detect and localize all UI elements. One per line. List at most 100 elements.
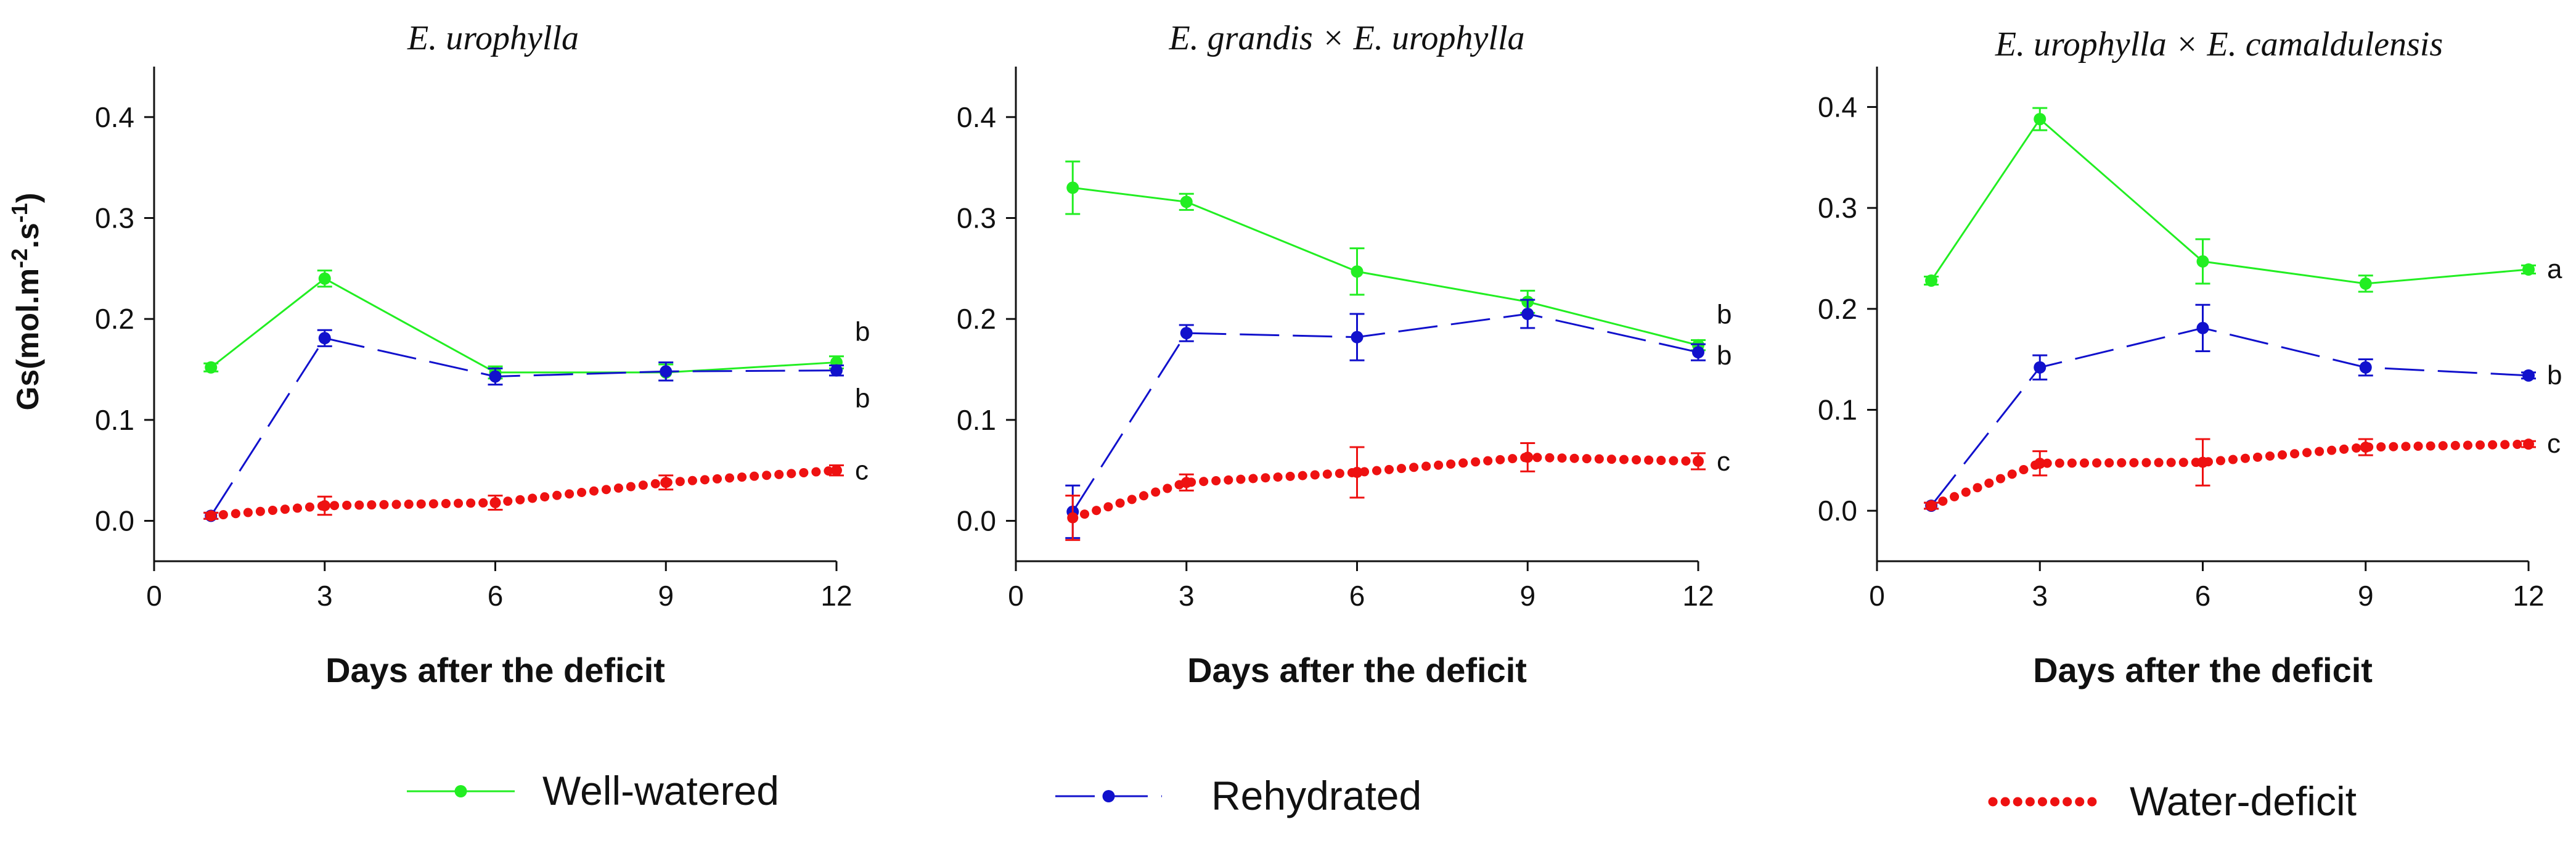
data-point: [489, 497, 501, 509]
data-point: [1925, 274, 1938, 287]
data-point: [660, 477, 672, 488]
significance-letter: a: [2547, 254, 2562, 284]
series-well-watered: a: [1924, 107, 2562, 293]
x-tick-label: 0: [146, 580, 162, 612]
legend-item-well-watered: Well-watered: [407, 768, 779, 813]
data-point: [2034, 113, 2046, 126]
x-tick-label: 3: [1179, 580, 1195, 612]
legend-marker: [1102, 790, 1115, 802]
y-tick-label: 0.3: [1818, 192, 1857, 224]
legend-label: Water-deficit: [2130, 778, 2357, 824]
series-line: [210, 337, 837, 517]
x-tick-label: 9: [2358, 580, 2374, 612]
data-point: [2522, 369, 2535, 382]
data-point: [2359, 277, 2372, 290]
series-water-deficit: c: [203, 456, 869, 522]
y-tick-label: 0.0: [95, 505, 134, 537]
x-tick-label: 6: [488, 580, 504, 612]
y-tick-label: 0.4: [957, 101, 996, 133]
y-tick-label: 0.1: [95, 404, 134, 436]
y-tick-label: 0.3: [957, 202, 996, 234]
series-rehydrated: b: [203, 329, 870, 522]
y-tick-label: 0.4: [1818, 91, 1857, 123]
series-water-deficit: c: [1065, 442, 1730, 541]
data-point: [660, 365, 673, 378]
data-point: [1692, 346, 1704, 359]
y-tick-label: 0.3: [95, 202, 134, 234]
series-well-watered: b: [203, 270, 870, 382]
data-point: [2360, 442, 2371, 453]
significance-letter: b: [855, 317, 870, 347]
chart-panel-3: E. urophylla × E. camaldulensis 0.0 0.1 0.2…: [1818, 25, 2562, 690]
data-point: [318, 332, 331, 345]
y-tick-label: 0.2: [957, 303, 996, 335]
series-rehydrated: b: [1065, 298, 1732, 539]
data-point: [319, 500, 330, 511]
series-line: [1926, 439, 2533, 511]
chart-title: E. urophylla: [407, 19, 579, 57]
x-axis-label: Days after the deficit: [325, 651, 665, 690]
x-tick-label: 9: [658, 580, 674, 612]
data-point: [1067, 512, 1079, 524]
x-tick-label: 3: [317, 580, 333, 612]
chart-panel-2: E. grandis × E. urophylla 0.0 0.1 0.2 0.3 0.4…: [957, 19, 1732, 690]
data-point: [2034, 458, 2046, 469]
series-line: [1068, 452, 1703, 523]
data-point: [205, 510, 217, 522]
data-point: [1693, 455, 1704, 467]
data-point: [1180, 196, 1193, 208]
legend-marker: [454, 785, 467, 797]
y-tick-label: 0.1: [957, 404, 996, 436]
y-tick-label: 0.1: [1818, 393, 1857, 426]
legend: Well-watered Rehydrated Water-deficit: [407, 768, 2357, 824]
y-tick-label: 0.2: [95, 303, 134, 335]
data-point: [205, 361, 218, 374]
chart-panel-1: E. urophylla 0.0 0.1 0.2 0.3 0.4 0 3 6 9 12 Days af…: [7, 19, 870, 690]
significance-letter: c: [2547, 429, 2561, 459]
x-tick-label: 12: [820, 580, 852, 612]
x-tick-label: 12: [1682, 580, 1714, 612]
legend-label: Rehydrated: [1211, 773, 1421, 818]
data-point: [1926, 500, 1937, 511]
significance-letter: b: [1717, 340, 1732, 371]
data-point: [830, 364, 843, 377]
x-tick-label: 9: [1519, 580, 1535, 612]
legend-item-rehydrated: Rehydrated: [1055, 773, 1421, 818]
y-tick-label: 0.4: [95, 101, 134, 133]
x-tick-label: 6: [2195, 580, 2211, 612]
series-line: [1073, 186, 1699, 347]
data-point: [1180, 477, 1192, 488]
data-point: [831, 464, 842, 476]
data-point: [2034, 361, 2046, 374]
y-axis-label: Gs(mol.m-2.s-1): [7, 193, 45, 411]
series-line: [206, 466, 841, 521]
data-point: [318, 272, 331, 285]
data-point: [1351, 265, 1364, 278]
series-line: [210, 277, 837, 374]
x-tick-label: 6: [1349, 580, 1365, 612]
series-water-deficit: c: [1924, 429, 2561, 511]
series-well-watered: b: [1065, 160, 1732, 352]
x-axis-label: Days after the deficit: [1187, 651, 1527, 690]
legend-item-water-deficit: Water-deficit: [1988, 778, 2357, 824]
data-point: [1521, 308, 1534, 320]
series-rehydrated: b: [1924, 303, 2562, 512]
significance-letter: c: [1717, 447, 1730, 477]
data-point: [1522, 451, 1534, 463]
x-tick-label: 12: [2513, 580, 2544, 612]
series-line: [1071, 313, 1699, 513]
significance-letter: b: [855, 384, 870, 414]
x-tick-label: 0: [1869, 580, 1885, 612]
y-tick-label: 0.2: [1818, 293, 1857, 325]
legend-label: Well-watered: [542, 768, 779, 813]
data-point: [489, 370, 502, 383]
data-point: [1180, 327, 1193, 340]
data-point: [2523, 438, 2534, 450]
data-point: [1351, 331, 1364, 344]
series-line: [1930, 327, 2529, 506]
data-point: [2196, 255, 2209, 268]
data-point: [1066, 181, 1079, 194]
chart-title: E. grandis × E. urophylla: [1168, 19, 1524, 57]
data-point: [2522, 263, 2535, 276]
